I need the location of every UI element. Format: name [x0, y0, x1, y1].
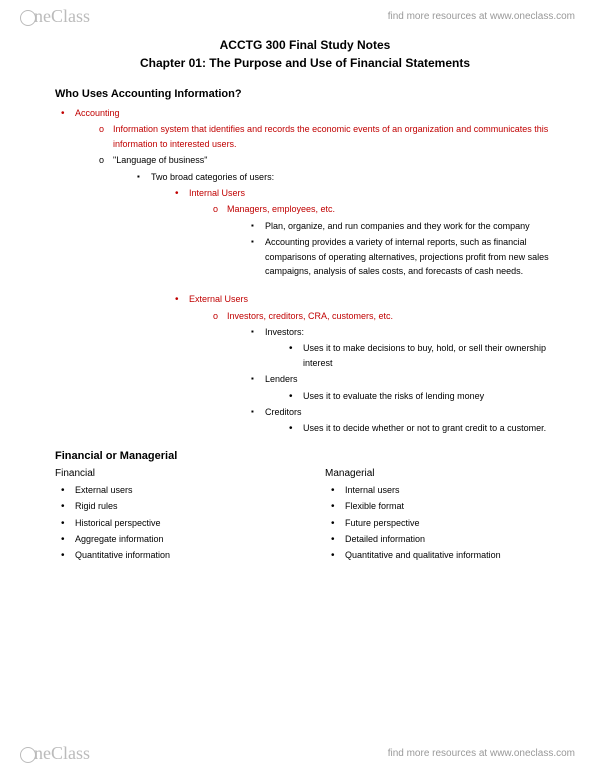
logo-text: neClass — [34, 6, 90, 26]
fin-item: Aggregate information — [55, 532, 285, 546]
internal-p2: Accounting provides a variety of interna… — [245, 235, 555, 278]
doc-subtitle: Chapter 01: The Purpose and Use of Finan… — [55, 56, 555, 70]
tagline-top: find more resources at www.oneclass.com — [388, 11, 575, 22]
lenders-use: Uses it to evaluate the risks of lending… — [283, 389, 555, 403]
categories-intro: Two broad categories of users: — [131, 170, 555, 184]
logo-top: neClass — [20, 6, 90, 27]
internal-users-eg: Managers, employees, etc. — [207, 202, 555, 216]
doc-title: ACCTG 300 Final Study Notes — [55, 38, 555, 52]
fin-item: Rigid rules — [55, 499, 285, 513]
logo-bottom: neClass — [20, 743, 90, 764]
outline: Accounting — [55, 106, 555, 120]
managerial-column: Managerial Internal users Flexible forma… — [325, 468, 555, 565]
mgr-item: Quantitative and qualitative information — [325, 548, 555, 562]
external-users-eg: Investors, creditors, CRA, customers, et… — [207, 309, 555, 323]
creditors-use: Uses it to decide whether or not to gran… — [283, 421, 555, 435]
section1-heading: Who Uses Accounting Information? — [55, 88, 555, 100]
mgr-item: Detailed information — [325, 532, 555, 546]
investors-use: Uses it to make decisions to buy, hold, … — [283, 341, 555, 370]
document-body: ACCTG 300 Final Study Notes Chapter 01: … — [55, 38, 555, 740]
watermark-footer: neClass find more resources at www.onecl… — [0, 737, 595, 770]
accounting-item: Accounting — [55, 106, 555, 120]
language-of-business: "Language of business" — [93, 153, 555, 167]
financial-column: Financial External users Rigid rules His… — [55, 468, 285, 565]
mgr-item: Flexible format — [325, 499, 555, 513]
section2-heading: Financial or Managerial — [55, 450, 555, 462]
tagline-bottom: find more resources at www.oneclass.com — [388, 748, 575, 759]
accounting-def: Information system that identifies and r… — [93, 122, 555, 151]
fin-item: External users — [55, 483, 285, 497]
financial-head: Financial — [55, 468, 285, 479]
external-users-head: External Users — [169, 292, 555, 306]
internal-p1: Plan, organize, and run companies and th… — [245, 219, 555, 233]
mgr-item: Internal users — [325, 483, 555, 497]
lenders-label: Lenders — [245, 372, 555, 386]
creditors-label: Creditors — [245, 405, 555, 419]
comparison-table: Financial External users Rigid rules His… — [55, 468, 555, 565]
watermark-header: neClass find more resources at www.onecl… — [0, 0, 595, 33]
fin-item: Historical perspective — [55, 516, 285, 530]
managerial-head: Managerial — [325, 468, 555, 479]
investors-label: Investors: — [245, 325, 555, 339]
logo-text-bottom: neClass — [34, 743, 90, 763]
mgr-item: Future perspective — [325, 516, 555, 530]
fin-item: Quantitative information — [55, 548, 285, 562]
internal-users-head: Internal Users — [169, 186, 555, 200]
